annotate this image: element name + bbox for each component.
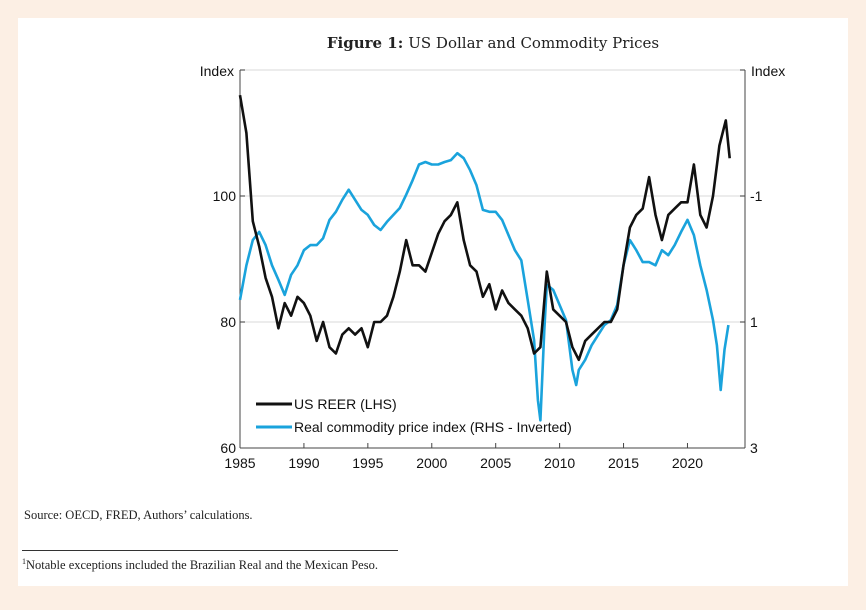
y-tick-label-left: 60 (220, 440, 236, 456)
y-tick-label-right: -1 (750, 188, 763, 204)
footnote: 1Notable exceptions included the Brazili… (22, 557, 378, 573)
footnote-mark: 1 (22, 557, 26, 566)
chart-title: Figure 1: US Dollar and Commodity Prices (327, 34, 659, 52)
series-commodity-line (238, 151, 730, 422)
footnote-text: Notable exceptions included the Brazilia… (26, 558, 378, 573)
legend-label-commodity: Real commodity price index (RHS - Invert… (294, 419, 572, 435)
x-tick-label: 2020 (672, 455, 703, 471)
x-tick-label: 2015 (608, 455, 639, 471)
x-tick-label: 2005 (480, 455, 511, 471)
y-label-left: Index (200, 63, 234, 79)
x-tick-label: 2000 (416, 455, 447, 471)
x-tick-label: 1985 (224, 455, 255, 471)
legend: US REER (LHS) Real commodity price index… (256, 396, 572, 435)
y-label-right: Index (751, 63, 785, 79)
y-tick-label-right: 3 (750, 440, 758, 456)
x-tick-label: 2010 (544, 455, 575, 471)
title-text: US Dollar and Commodity Prices (408, 34, 659, 52)
x-tick-label: 1995 (352, 455, 383, 471)
legend-label-reer: US REER (LHS) (294, 396, 397, 412)
y-tick-label-left: 100 (213, 188, 237, 204)
series-reer-line (238, 94, 731, 362)
y-tick-label-right: 1 (750, 314, 758, 330)
source-note: Source: OECD, FRED, Authors’ calculation… (24, 508, 253, 522)
x-tick-label: 1990 (288, 455, 319, 471)
y-tick-label-left: 80 (220, 314, 236, 330)
title-prefix: Figure 1: (327, 34, 403, 52)
footnote-rule (22, 550, 398, 551)
